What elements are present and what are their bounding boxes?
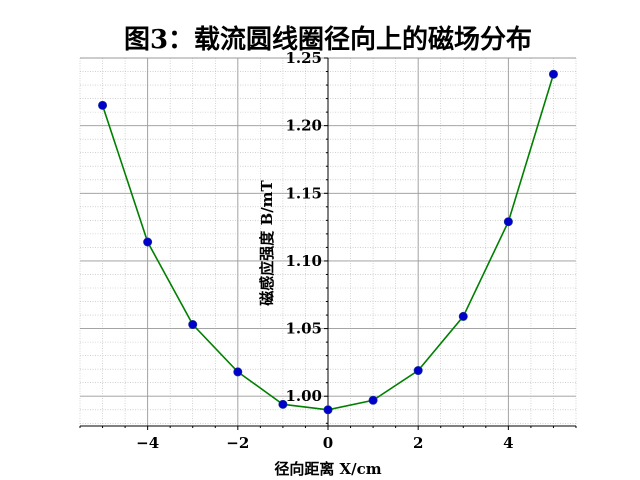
- x-tick-label: 0: [323, 434, 333, 452]
- tick-labels: −4 −2 0 2 4 1.00 1.05 1.10 1.15 1.20 1.25: [136, 49, 513, 452]
- y-tick-label: 1.05: [285, 320, 322, 338]
- data-point: [458, 311, 468, 321]
- y-axis-label: 磁感应强度 B/mT: [258, 179, 276, 305]
- data-point: [278, 399, 288, 409]
- data-point: [503, 217, 513, 227]
- data-point: [98, 100, 108, 110]
- y-tick-label: 1.20: [285, 117, 322, 135]
- y-tick-label: 1.15: [285, 184, 322, 202]
- y-tick-label: 1.10: [285, 252, 322, 270]
- x-axis-label: 径向距离 X/cm: [274, 460, 381, 478]
- axes: [79, 57, 577, 430]
- data-point: [413, 366, 423, 376]
- x-tick-label: 4: [503, 434, 513, 452]
- data-point: [548, 69, 558, 79]
- x-tick-label: −2: [226, 434, 249, 452]
- data-series: [98, 69, 558, 415]
- x-tick-label: 2: [413, 434, 423, 452]
- x-tick-label: −4: [136, 434, 159, 452]
- y-tick-label: 1.25: [285, 49, 322, 67]
- data-point: [188, 320, 198, 330]
- data-point: [233, 367, 243, 377]
- data-point: [323, 405, 333, 415]
- data-point: [368, 395, 378, 405]
- y-tick-label: 1.00: [285, 387, 322, 405]
- chart-title: 图3：载流圆线圈径向上的磁场分布: [124, 24, 532, 55]
- data-point: [143, 237, 153, 247]
